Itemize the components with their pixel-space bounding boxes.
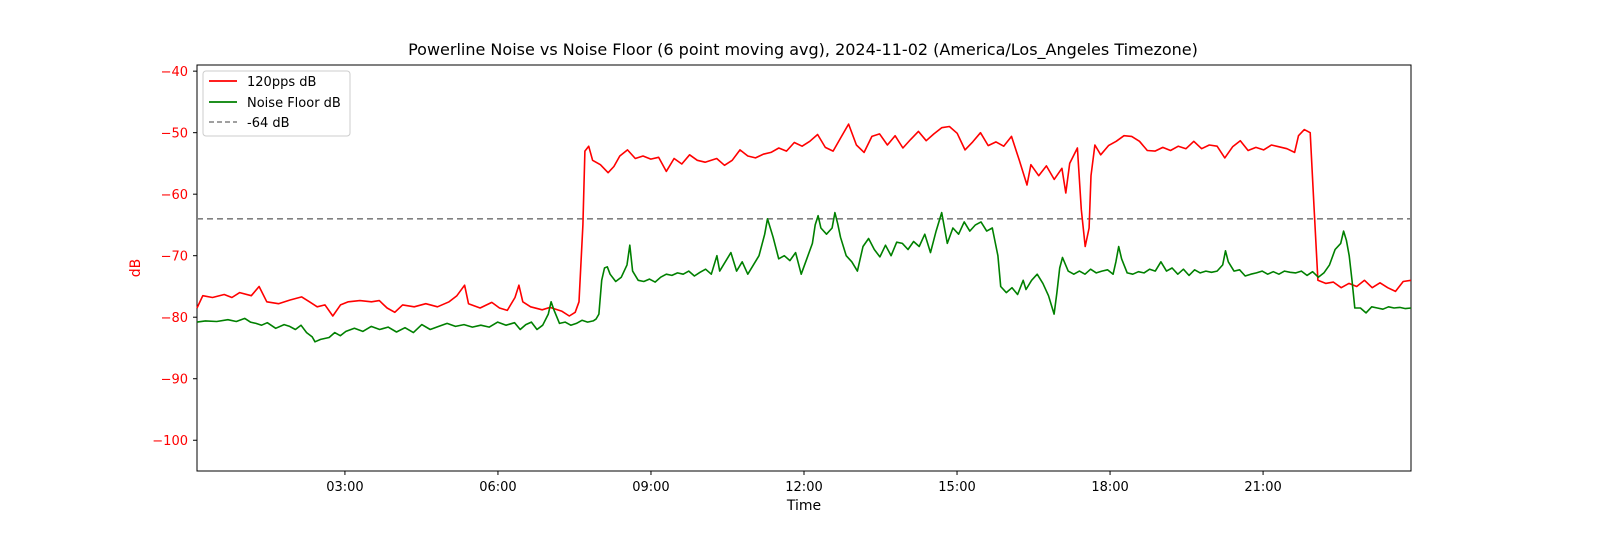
series-lines <box>196 123 1412 343</box>
legend-label-noise-floor: Noise Floor dB <box>247 96 341 111</box>
x-tick-label: 03:00 <box>326 480 363 495</box>
series-line-noise-floor <box>196 211 1412 343</box>
y-tick-label: −90 <box>161 373 188 388</box>
y-tick-label: −100 <box>152 434 188 449</box>
legend-label-120pps: 120pps dB <box>247 75 316 90</box>
y-tick-label: −70 <box>161 250 188 265</box>
y-axis-title: dB <box>128 259 144 278</box>
x-tick-label: 06:00 <box>479 480 516 495</box>
x-axis: 03:00 06:00 09:00 12:00 15:00 18:00 21:00 <box>326 471 1282 495</box>
y-tick-label: −40 <box>161 65 188 80</box>
legend-label-reference: -64 dB <box>247 116 290 131</box>
x-tick-label: 18:00 <box>1091 480 1128 495</box>
y-tick-label: −80 <box>161 311 188 326</box>
legend: 120pps dB Noise Floor dB -64 dB <box>202 70 351 137</box>
x-tick-label: 15:00 <box>938 480 975 495</box>
series-line-120pps <box>196 123 1412 317</box>
legend-box <box>202 70 351 137</box>
y-tick-label: −60 <box>161 188 188 203</box>
y-tick-label: −50 <box>161 127 188 142</box>
x-tick-label: 09:00 <box>632 480 669 495</box>
x-tick-label: 12:00 <box>785 480 822 495</box>
plot-area <box>196 64 1412 472</box>
y-axis: −40 −50 −60 −70 −80 −90 −100 <box>152 65 197 449</box>
x-tick-label: 21:00 <box>1244 480 1281 495</box>
x-axis-title: Time <box>786 498 821 514</box>
chart-title: Powerline Noise vs Noise Floor (6 point … <box>408 40 1198 60</box>
